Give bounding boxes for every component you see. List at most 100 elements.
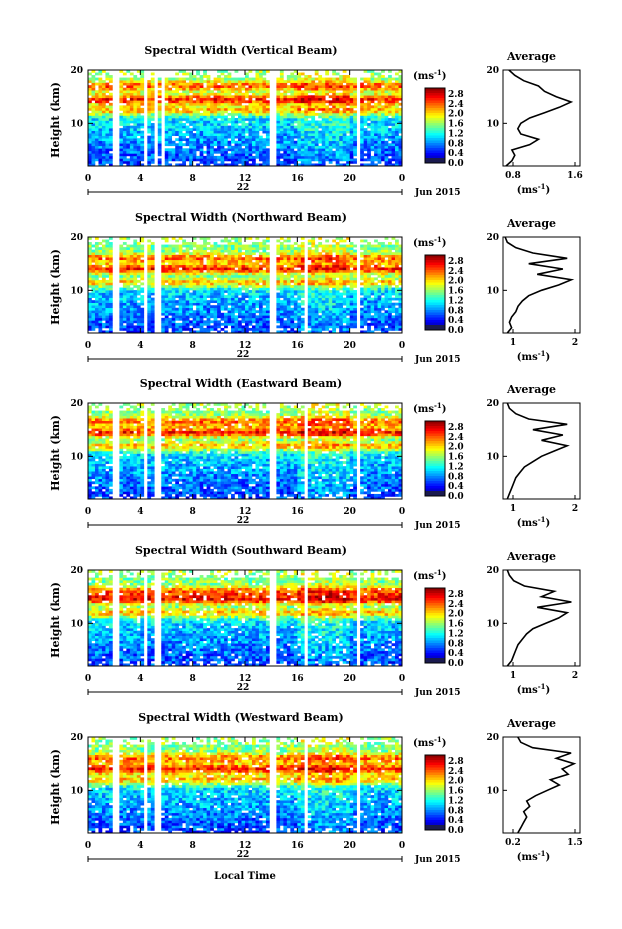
heatmap-cell: [304, 158, 308, 161]
heatmap-cell: [245, 146, 249, 149]
heatmap-cell: [280, 108, 284, 111]
heatmap-cell: [91, 115, 95, 118]
heatmap-cell: [88, 156, 92, 159]
heatmap-cell: [315, 318, 319, 321]
heatmap-cell: [311, 136, 315, 139]
heatmap-cell: [339, 133, 343, 136]
heatmap-cell: [98, 298, 102, 301]
colorbar-step: [425, 151, 445, 154]
heatmap-cell: [217, 267, 221, 270]
heatmap-cell: [318, 100, 322, 103]
heatmap-cell: [186, 295, 190, 298]
heatmap-cell: [255, 270, 259, 273]
heatmap-cell: [262, 118, 266, 121]
heatmap-cell: [266, 265, 270, 268]
heatmap-cell: [346, 156, 350, 159]
heatmap-cell: [353, 308, 357, 311]
heatmap-cell: [374, 115, 378, 118]
heatmap-cell: [336, 108, 340, 111]
heatmap-cell: [378, 320, 382, 323]
heatmap-cell: [130, 153, 134, 156]
heatmap-cell: [165, 308, 169, 311]
heatmap-cell: [140, 141, 144, 144]
heatmap-cell: [165, 156, 169, 159]
heatmap-cell: [133, 133, 137, 136]
heatmap-cell: [126, 113, 130, 116]
heatmap-cell: [336, 280, 340, 283]
heatmap-cell: [378, 305, 382, 308]
heatmap-cell: [367, 93, 371, 96]
heatmap-cell: [196, 156, 200, 159]
heatmap-cell: [385, 262, 389, 265]
heatmap-cell: [133, 285, 137, 288]
heatmap-cell: [304, 113, 308, 116]
heatmap-cell: [304, 161, 308, 164]
heatmap-cell: [381, 90, 385, 93]
heatmap-cell: [378, 133, 382, 136]
heatmap-cell: [245, 131, 249, 134]
heatmap-cell: [182, 73, 186, 76]
heatmap-cell: [360, 131, 364, 134]
heatmap-cell: [228, 275, 232, 278]
heatmap-cell: [364, 277, 368, 280]
heatmap-cell: [123, 260, 127, 263]
heatmap-cell: [322, 141, 326, 144]
heatmap-cell: [245, 313, 249, 316]
heatmap-cell: [290, 110, 294, 113]
heatmap-cell: [262, 318, 266, 321]
heatmap-cell: [262, 88, 266, 91]
heatmap-cell: [329, 290, 333, 293]
heatmap-cell: [297, 277, 301, 280]
heatmap-cell: [301, 313, 305, 316]
heatmap-cell: [339, 262, 343, 265]
heatmap-cell: [245, 153, 249, 156]
heatmap-cell: [360, 115, 364, 118]
heatmap-cell: [346, 108, 350, 111]
heatmap-cell: [130, 275, 134, 278]
heatmap-cell: [371, 83, 375, 86]
heatmap-cell: [378, 303, 382, 306]
heatmap-cell: [343, 313, 347, 316]
heatmap-cell: [276, 285, 280, 288]
heatmap-cell: [123, 126, 127, 129]
heatmap-cell: [248, 148, 252, 151]
heatmap-cell: [262, 83, 266, 86]
heatmap-cell: [374, 318, 378, 321]
heatmap-cell: [102, 100, 106, 103]
heatmap-cell: [283, 275, 287, 278]
heatmap-cell: [126, 93, 130, 96]
heatmap-cell: [395, 80, 399, 83]
heatmap-cell: [228, 118, 232, 121]
heatmap-cell: [196, 272, 200, 275]
heatmap-cell: [179, 113, 183, 116]
heatmap-cell: [123, 153, 127, 156]
heatmap-cell: [217, 90, 221, 93]
heatmap-cell: [207, 267, 211, 270]
heatmap-cell: [395, 310, 399, 313]
heatmap-cell: [392, 275, 396, 278]
heatmap-cell: [315, 146, 319, 149]
heatmap-cell: [235, 133, 239, 136]
heatmap-cell: [189, 288, 193, 291]
heatmap-cell: [339, 267, 343, 270]
heatmap-cell: [255, 83, 259, 86]
heatmap-cell: [203, 151, 207, 154]
heatmap-cell: [245, 308, 249, 311]
heatmap-cell: [179, 95, 183, 98]
heatmap-cell: [360, 128, 364, 131]
heatmap-cell: [182, 310, 186, 313]
heatmap-cell: [147, 113, 151, 116]
heatmap-cell: [332, 282, 336, 285]
heatmap-cell: [336, 98, 340, 101]
heatmap-cell: [105, 138, 109, 141]
heatmap-cell: [395, 115, 399, 118]
heatmap-cell: [374, 133, 378, 136]
heatmap-cell: [252, 262, 256, 265]
heatmap-cell: [137, 126, 141, 129]
heatmap-cell: [133, 303, 137, 306]
heatmap-cell: [203, 138, 207, 141]
heatmap-cell: [329, 277, 333, 280]
heatmap-cell: [224, 282, 228, 285]
heatmap-cell: [294, 75, 298, 78]
heatmap-cell: [165, 133, 169, 136]
